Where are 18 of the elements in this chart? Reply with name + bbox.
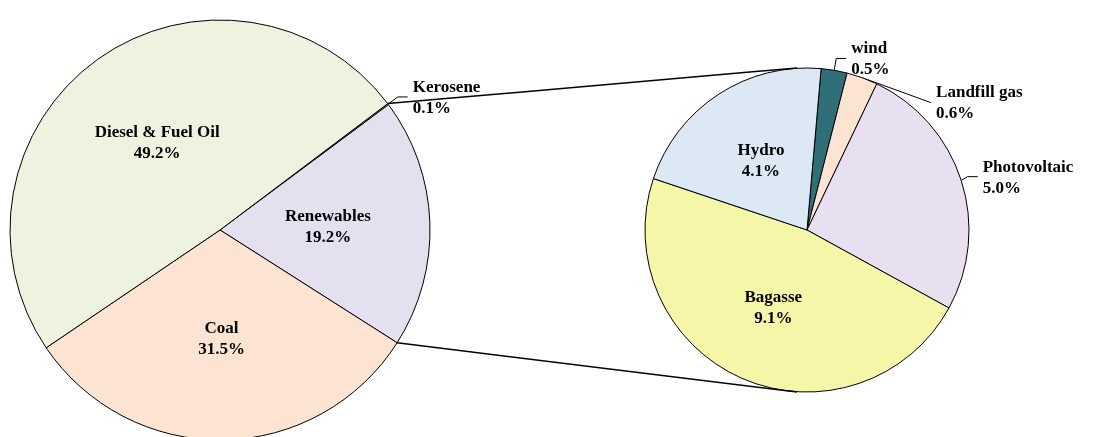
slice-label: Bagasse — [744, 286, 803, 306]
data-label: 19.2% — [304, 227, 352, 247]
data-label: 0.5% — [851, 59, 890, 79]
data-label: 31.5% — [198, 338, 245, 358]
data-label: 0.1% — [412, 97, 451, 117]
slice-label: Diesel & Fuel Oil — [94, 122, 221, 142]
data-label: 4.1% — [741, 160, 781, 180]
slice-label: wind — [851, 38, 888, 58]
data-label: 0.6% — [936, 103, 975, 123]
slice-label: Coal — [204, 317, 239, 337]
slice-label: Renewables — [284, 206, 372, 226]
slice-label: Landfill gas — [936, 82, 1023, 102]
slice-label: Kerosene — [412, 76, 481, 96]
data-label: 9.1% — [754, 307, 793, 327]
slice-label: Hydro — [737, 139, 785, 159]
data-label: 5.0% — [982, 177, 1021, 197]
slice-label: Photovoltaic — [982, 156, 1074, 176]
data-label: 49.2% — [133, 143, 181, 163]
